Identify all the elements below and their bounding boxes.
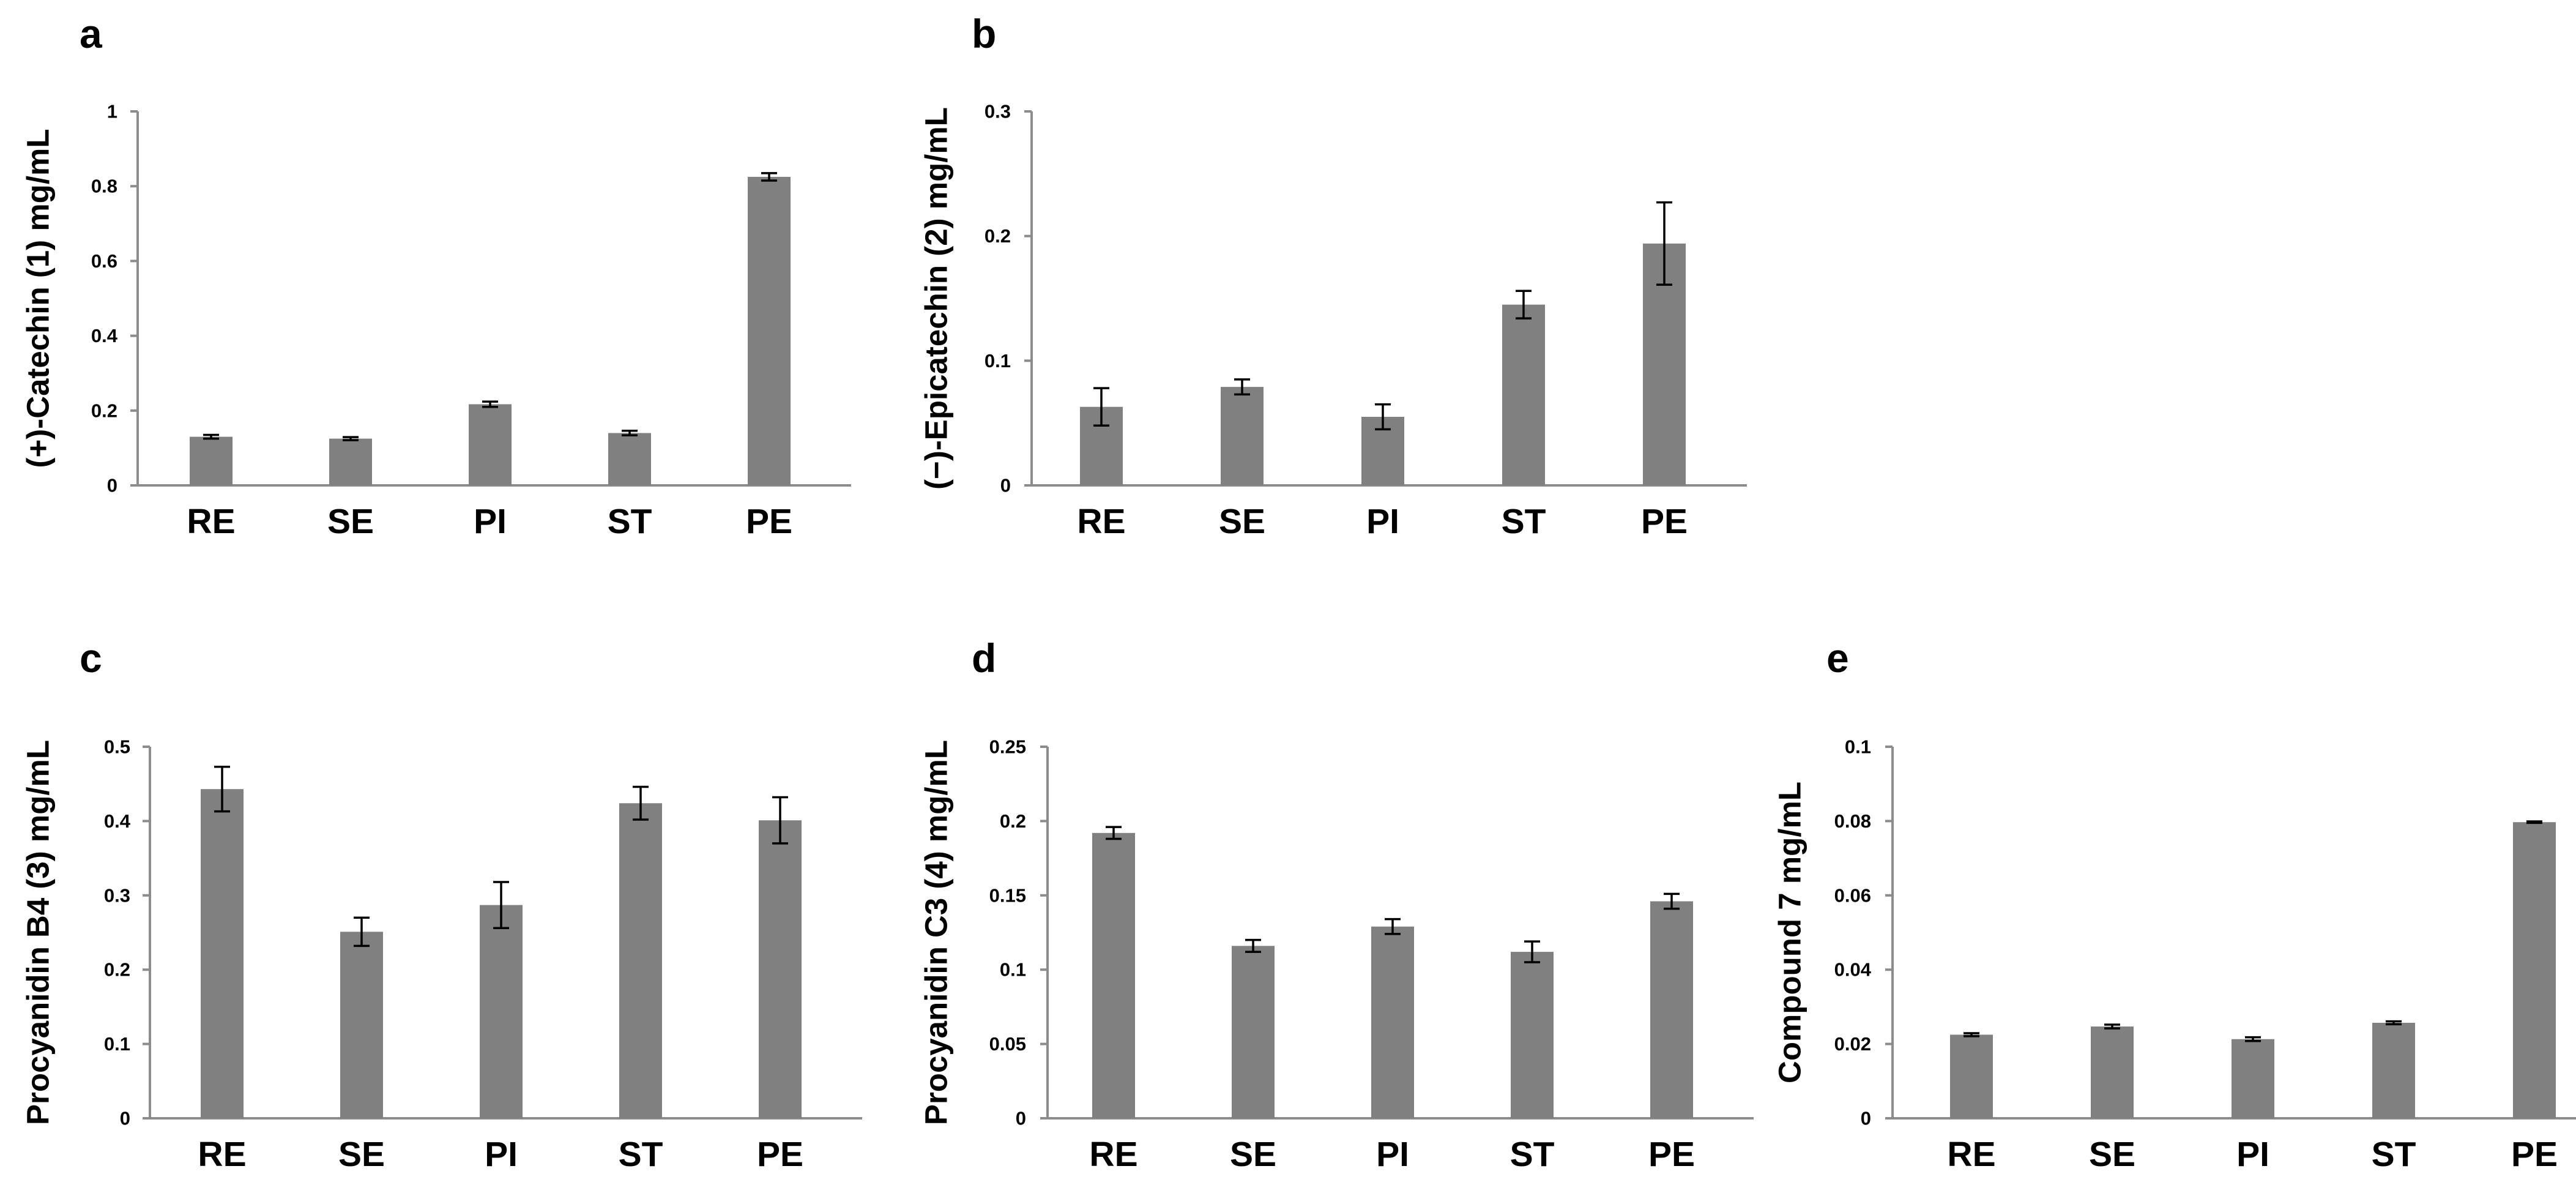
- x-tick-label-a-RE: RE: [187, 502, 235, 541]
- y-tick-label-b-2: 0.2: [985, 225, 1011, 247]
- bar-d-PE: [1650, 901, 1693, 1118]
- y-tick-label-a-3: 0.6: [91, 250, 117, 272]
- bar-c-PE: [759, 820, 802, 1118]
- bar-c-PI: [480, 905, 523, 1118]
- x-tick-label-c-SE: SE: [338, 1135, 385, 1174]
- y-tick-label-e-2: 0.04: [1834, 959, 1872, 981]
- y-tick-label-a-5: 1: [107, 101, 117, 122]
- bar-e-RE: [1950, 1034, 1993, 1118]
- x-tick-label-b-RE: RE: [1077, 502, 1125, 541]
- y-tick-label-d-3: 0.15: [989, 884, 1026, 906]
- y-axis-label-a: (+)-Catechin (1) mg/mL: [21, 129, 56, 468]
- bar-c-ST: [619, 803, 662, 1118]
- y-tick-label-e-4: 0.08: [1834, 810, 1871, 832]
- x-tick-label-a-ST: ST: [608, 502, 652, 541]
- x-tick-label-e-ST: ST: [2372, 1135, 2416, 1174]
- bar-d-RE: [1092, 832, 1135, 1118]
- y-tick-label-d-2: 0.1: [1000, 959, 1026, 981]
- y-tick-label-c-1: 0.1: [104, 1033, 130, 1055]
- x-tick-label-e-SE: SE: [2089, 1135, 2135, 1174]
- y-tick-label-c-4: 0.4: [104, 810, 131, 832]
- y-tick-label-d-0: 0: [1016, 1108, 1026, 1129]
- x-tick-label-d-ST: ST: [1510, 1135, 1555, 1174]
- panel-letter-e: e: [1826, 635, 1849, 681]
- bar-e-ST: [2372, 1023, 2415, 1118]
- bar-a-PI: [469, 404, 512, 485]
- y-axis-label-e: Compound 7 mg/mL: [1773, 782, 1807, 1083]
- x-tick-label-b-ST: ST: [1502, 502, 1546, 541]
- x-tick-label-e-RE: RE: [1947, 1135, 1995, 1174]
- y-tick-label-b-1: 0.1: [985, 350, 1011, 372]
- bar-d-PI: [1371, 926, 1414, 1118]
- bar-b-SE: [1221, 387, 1264, 485]
- y-tick-label-c-5: 0.5: [104, 736, 130, 758]
- y-tick-label-d-4: 0.2: [1000, 810, 1026, 832]
- y-axis-label-d: Procyanidin C3 (4) mg/mL: [919, 740, 954, 1125]
- bar-d-SE: [1232, 946, 1275, 1118]
- x-tick-label-b-SE: SE: [1219, 502, 1265, 541]
- panel-letter-b: b: [972, 11, 996, 56]
- x-tick-label-d-PI: PI: [1376, 1135, 1409, 1174]
- y-tick-label-a-2: 0.4: [91, 325, 118, 346]
- y-axis-label-b: (−)-Epicatechin (2) mg/mL: [919, 107, 954, 490]
- panel-letter-d: d: [972, 635, 996, 681]
- y-axis-label-c: Procyanidin B4 (3) mg/mL: [21, 740, 56, 1125]
- y-tick-label-b-0: 0: [1000, 475, 1011, 496]
- x-tick-label-c-RE: RE: [198, 1135, 246, 1174]
- bar-e-PE: [2513, 822, 2556, 1118]
- x-tick-label-b-PI: PI: [1366, 502, 1399, 541]
- x-tick-label-d-SE: SE: [1230, 1135, 1276, 1174]
- y-tick-label-e-3: 0.06: [1834, 884, 1871, 906]
- x-tick-label-c-ST: ST: [619, 1135, 663, 1174]
- bar-e-SE: [2091, 1026, 2134, 1118]
- panel-letter-c: c: [80, 635, 102, 681]
- bar-c-RE: [201, 789, 244, 1118]
- x-tick-label-e-PI: PI: [2236, 1135, 2269, 1174]
- bar-d-ST: [1511, 952, 1554, 1118]
- bar-e-PI: [2232, 1039, 2274, 1118]
- x-tick-label-c-PE: PE: [757, 1135, 803, 1174]
- bar-a-PE: [748, 176, 791, 485]
- y-tick-label-a-1: 0.2: [91, 400, 117, 421]
- bar-a-ST: [608, 433, 651, 485]
- bar-a-SE: [329, 438, 372, 485]
- y-tick-label-e-5: 0.1: [1845, 736, 1871, 758]
- y-tick-label-e-0: 0: [1861, 1108, 1871, 1129]
- y-tick-label-d-5: 0.25: [989, 736, 1026, 758]
- x-tick-label-a-PE: PE: [746, 502, 792, 541]
- y-tick-label-b-3: 0.3: [985, 101, 1011, 122]
- panel-letter-a: a: [80, 11, 103, 56]
- x-tick-label-a-SE: SE: [327, 502, 374, 541]
- bar-a-RE: [190, 436, 233, 485]
- y-tick-label-c-3: 0.3: [104, 884, 130, 906]
- x-tick-label-a-PI: PI: [474, 502, 507, 541]
- y-tick-label-c-0: 0: [120, 1108, 130, 1129]
- y-tick-label-a-4: 0.8: [91, 176, 117, 197]
- bar-b-ST: [1502, 304, 1545, 485]
- y-tick-label-d-1: 0.05: [989, 1033, 1026, 1055]
- x-tick-label-e-PE: PE: [2511, 1135, 2558, 1174]
- y-tick-label-e-1: 0.02: [1834, 1033, 1871, 1055]
- bar-c-SE: [340, 932, 383, 1118]
- x-tick-label-c-PI: PI: [485, 1135, 518, 1174]
- x-tick-label-b-PE: PE: [1641, 502, 1688, 541]
- y-tick-label-c-2: 0.2: [104, 959, 130, 981]
- x-tick-label-d-RE: RE: [1089, 1135, 1137, 1174]
- x-tick-label-d-PE: PE: [1648, 1135, 1695, 1174]
- y-tick-label-a-0: 0: [107, 475, 117, 496]
